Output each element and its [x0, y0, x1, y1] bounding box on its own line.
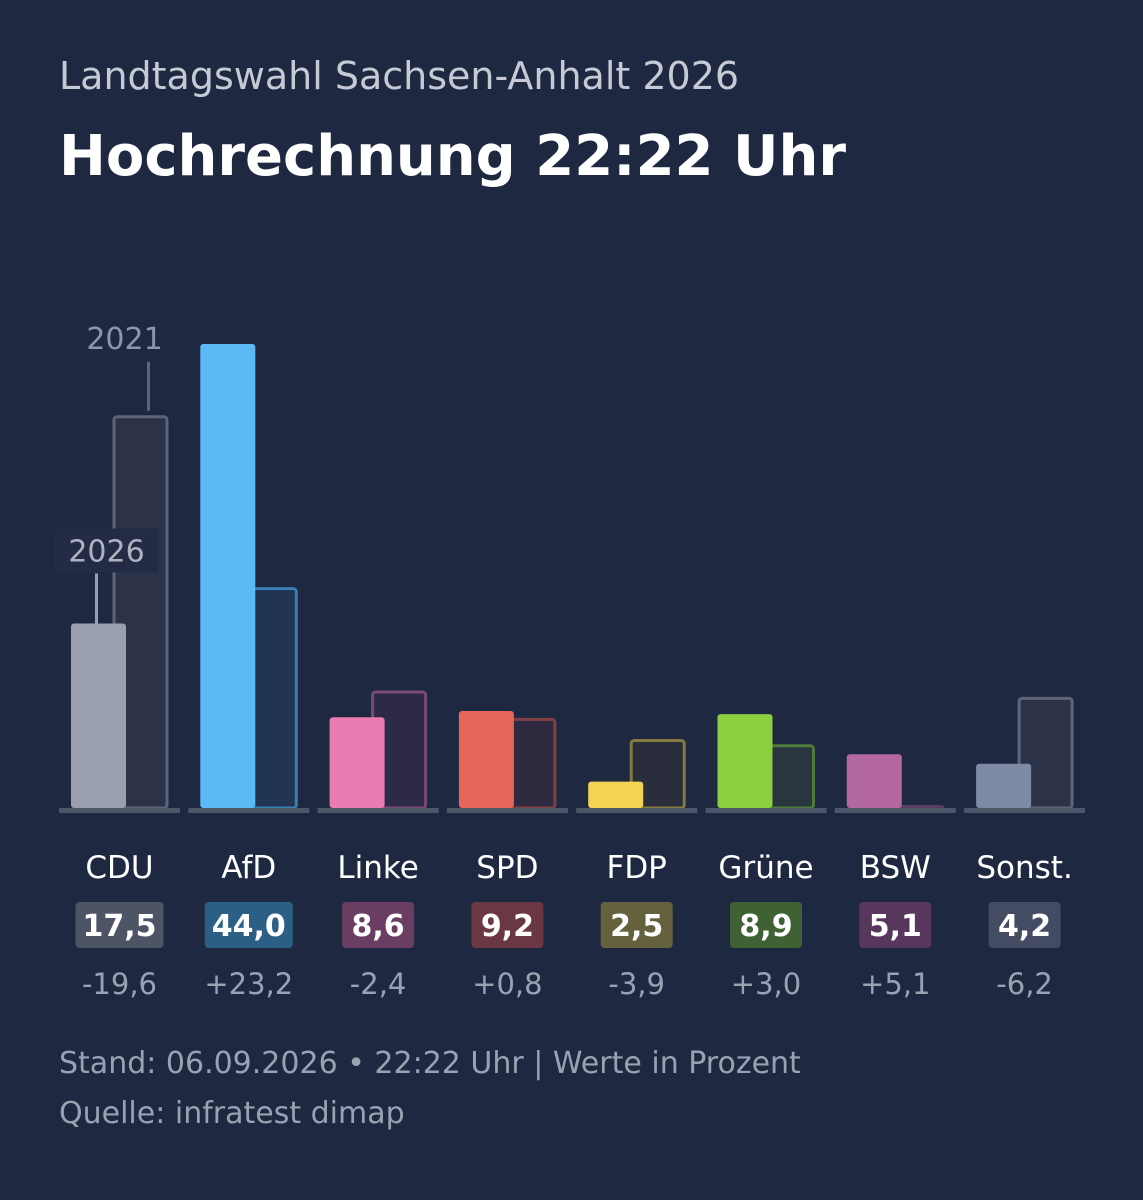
- category-label-fdp: FDP: [606, 850, 666, 886]
- category-label-linke: Linke: [337, 850, 418, 886]
- difference-label-linke: -2,4: [350, 967, 407, 1001]
- bar-2026-spd: [458, 710, 514, 808]
- difference-label-cdu: -19,6: [82, 967, 157, 1001]
- baseline-cdu: [59, 808, 180, 813]
- value-label-cdu: 17,5: [82, 909, 156, 944]
- value-label-bsw: 5,1: [869, 909, 922, 944]
- value-label-fdp: 2,5: [610, 909, 663, 944]
- bar-2026-cdu: [71, 623, 126, 808]
- value-label-spd: 9,2: [481, 909, 534, 944]
- value-badge-grne: [730, 902, 802, 948]
- value-badge-fdp: [600, 902, 673, 948]
- category-label-cdu: CDU: [85, 850, 153, 886]
- category-label-spd: SPD: [476, 850, 538, 886]
- bar-2026-bsw: [846, 754, 902, 808]
- value-badge-afd: [204, 902, 293, 948]
- difference-label-fdp: -3,9: [608, 967, 665, 1001]
- difference-label-spd: +0,8: [472, 967, 542, 1001]
- bar-2026-grne: [717, 714, 773, 808]
- bar-2026-afd: [200, 344, 256, 808]
- value-badge-linke: [342, 902, 415, 948]
- chart-title: Hochrechnung 22:22 Uhr: [59, 124, 846, 189]
- difference-label-afd: +23,2: [204, 967, 293, 1001]
- bar-2026-linke: [329, 717, 385, 808]
- difference-label-sonst: -6,2: [996, 967, 1053, 1001]
- category-label-bsw: BSW: [860, 850, 931, 886]
- bar-2026-sonst: [976, 763, 1032, 808]
- value-label-grne: 8,9: [739, 909, 792, 944]
- footer-stand: Stand: 06.09.2026 • 22:22 Uhr | Werte in…: [59, 1046, 801, 1081]
- legend-2021-label: 2021: [86, 322, 162, 357]
- value-label-sonst: 4,2: [998, 909, 1051, 944]
- value-badge-spd: [471, 902, 544, 948]
- baseline-spd: [446, 808, 568, 813]
- difference-label-bsw: +5,1: [860, 967, 930, 1001]
- bar-chart: CDU 17,5 -19,6 2026 2021 AfD 44,0 +23,2 Linke 8,6…: [54, 321, 1086, 1001]
- category-label-afd: AfD: [221, 850, 276, 886]
- value-label-afd: 44,0: [212, 909, 286, 944]
- baseline-bsw: [834, 808, 956, 813]
- category-label-sonst: Sonst.: [976, 850, 1072, 886]
- category-label-grne: Grüne: [718, 850, 813, 886]
- baseline-sonst: [964, 808, 1086, 813]
- chart-subtitle: Landtagswahl Sachsen-Anhalt 2026: [59, 54, 740, 98]
- value-badge-bsw: [859, 902, 932, 948]
- legend-2026-label: 2026: [68, 534, 144, 569]
- difference-label-grne: +3,0: [731, 967, 801, 1001]
- bar-2026-fdp: [588, 781, 644, 808]
- value-badge-cdu: [75, 902, 164, 948]
- value-badge-sonst: [988, 902, 1061, 948]
- baseline-grne: [705, 808, 827, 813]
- baseline-linke: [317, 808, 439, 813]
- footer-source: Quelle: infratest dimap: [59, 1096, 405, 1131]
- legend-2026-backdrop: [54, 528, 159, 573]
- value-label-linke: 8,6: [352, 909, 405, 944]
- baseline-afd: [188, 808, 310, 813]
- baseline-fdp: [576, 808, 698, 813]
